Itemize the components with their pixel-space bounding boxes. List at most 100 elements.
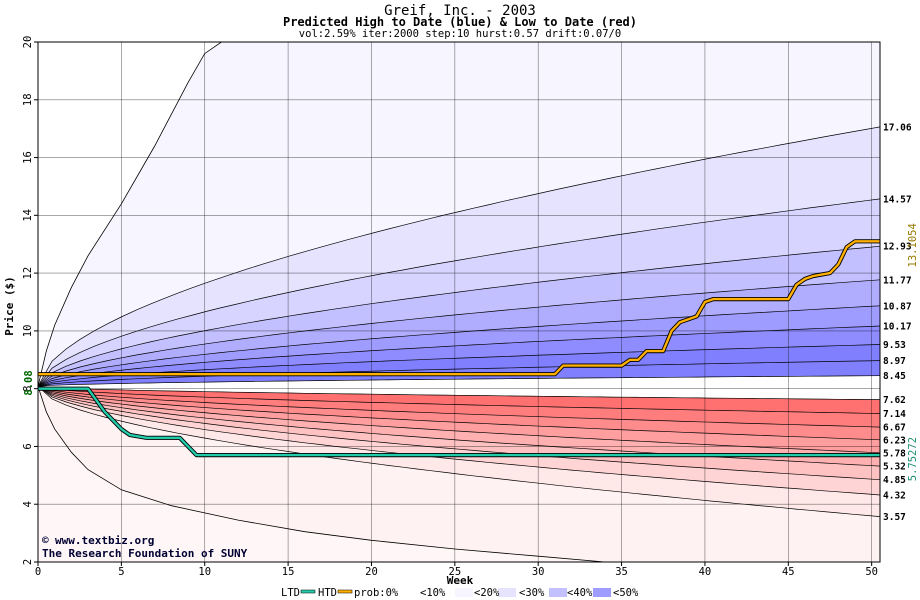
contour-outer-lower [37,386,880,563]
x-tick-label: 35 [615,566,628,578]
legend-ltd-swatch [300,589,316,594]
level-label: 10.87 [883,301,912,312]
x-tick-label: 5 [118,566,124,578]
y-tick-label: 12 [22,267,34,280]
start-price-label: 8.08 [23,370,35,395]
level-label: 9.53 [883,340,906,351]
x-tick-label: 45 [782,566,795,578]
credit-org: The Research Foundation of SUNY [42,547,248,560]
contour-line [37,360,881,387]
blue-band-7 [38,344,880,387]
level-labels: 17.06 14.57 12.93 11.77 10.87 10.17 9.53 8.97 8.… [883,122,912,523]
contour-line [37,386,881,400]
x-tick-label: 20 [365,566,378,578]
level-label: 17.06 [883,122,912,133]
legend-prob-label: prob:0% [354,587,399,599]
legend-htd-swatch [337,589,353,594]
level-label: 4.32 [883,490,906,501]
bottom-region [38,386,880,562]
credit-url: www.textbiz.org [55,534,154,547]
blue-band-4 [38,279,880,387]
contour-line [37,279,881,387]
y-tick-label: 10 [22,325,34,338]
probability-bands [38,42,880,562]
blue-band-0 [38,42,880,387]
x-tick-label: 0 [35,566,41,578]
contour-line [37,126,881,387]
x-tick-label: 10 [198,566,211,578]
legend-swatch-40 [593,588,611,597]
blue-band-2 [38,198,880,387]
x-axis-ticks: 0 5 10 15 20 25 30 35 40 45 50 [35,562,878,578]
contour-outer-upper [37,41,880,387]
contour-line [37,325,881,387]
x-tick-label: 15 [282,566,295,578]
contour-lines [37,41,881,563]
contour-line [37,386,881,467]
level-label: 8.45 [883,371,906,382]
copyright-icon: © [42,534,49,547]
series-line-htd [38,240,880,376]
contour-line [37,386,881,454]
legend-lt20-label: <20% [474,587,500,599]
y-tick-label: 6 [22,443,34,449]
plot-area-frame [37,41,881,563]
red-band-7 [38,386,880,495]
contour-line [37,245,881,387]
level-label: 6.23 [883,435,906,446]
contour-line [37,386,881,481]
level-label: 6.67 [883,423,906,434]
red-band-1 [38,386,880,414]
x-tick-label: 30 [532,566,545,578]
y-tick-label: 14 [22,209,34,222]
x-tick-label: 25 [449,566,462,578]
red-band-4 [38,386,880,453]
y-tick-label: 8 [22,386,34,392]
ltd-end-value: 5.75272 [907,437,919,481]
contour-line [37,386,881,517]
legend-swatch-30 [549,588,567,597]
y-tick-label: 2 [22,559,34,565]
level-label: 11.77 [883,275,912,286]
red-band-2 [38,386,880,428]
contour-line [37,386,881,414]
x-axis-label: Week [447,574,474,587]
legend-swatch-0 [398,588,416,597]
x-tick-label: 50 [865,566,878,578]
level-label: 7.14 [883,409,906,420]
htd-end-value: 13.1054 [907,223,919,267]
contour-line [37,305,881,387]
y-tick-label: 4 [22,501,34,507]
level-label: 4.85 [883,475,906,486]
level-label: 8.97 [883,356,906,367]
level-label: 5.78 [883,448,906,459]
contour-line [37,344,881,387]
contour-line [37,198,881,387]
level-label: 3.57 [883,512,906,523]
chart-subtitle: Predicted High to Date (blue) & Low to D… [283,15,637,29]
contour-line [37,386,881,496]
contour-line [37,375,881,387]
series-line-ltd [38,387,880,457]
red-band-3 [38,386,880,440]
legend-swatch-20 [498,588,516,597]
contour-line [37,386,881,441]
legend-lt30-label: <30% [519,587,545,599]
legend-lt10-label: <10% [420,587,446,599]
legend-swatch-10 [455,588,473,597]
blue-band-5 [38,305,880,387]
level-label: 10.17 [883,321,912,332]
y-axis-label: Price ($) [3,276,16,336]
y-tick-label: 16 [22,151,34,164]
legend-lt50-label: <50% [613,587,639,599]
contour-line [37,386,881,428]
x-tick-label: 40 [699,566,712,578]
blue-band-3 [38,246,880,387]
chart-title: Greif, Inc. - 2003 [384,3,536,19]
legend-htd-label: HTD [318,587,337,599]
level-label: 14.57 [883,194,912,205]
legend: LTD HTD prob:0% <10% <20% <30% <40% <50% [281,587,639,599]
legend-lt40-label: <40% [567,587,593,599]
y-tick-label: 20 [22,36,34,49]
